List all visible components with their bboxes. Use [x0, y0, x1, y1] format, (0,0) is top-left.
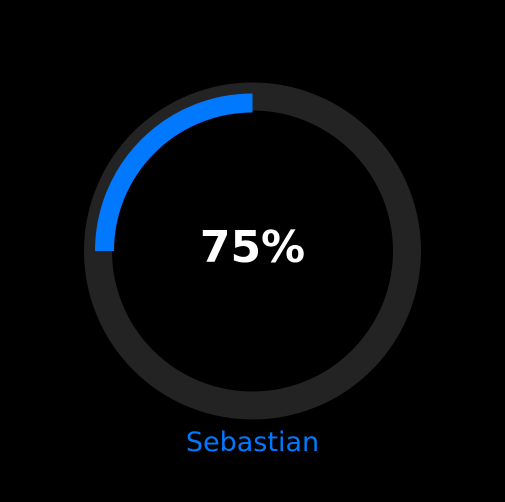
person-name-label: Sebastian	[185, 427, 320, 458]
ring-progress-arc	[95, 93, 253, 252]
percent-value: 75%	[199, 222, 306, 273]
